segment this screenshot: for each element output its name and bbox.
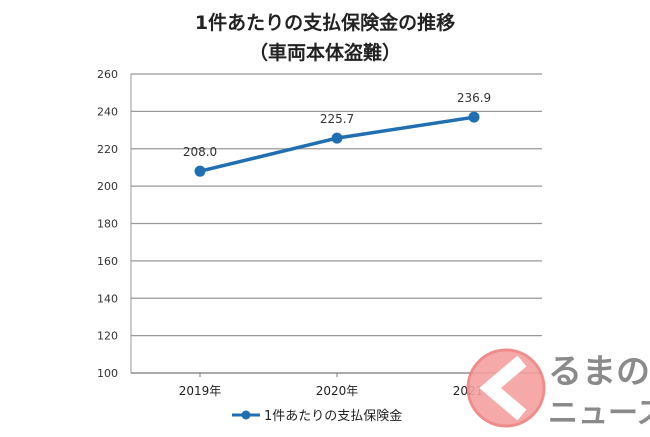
y-tick-label: 180: [97, 218, 118, 231]
data-point: [194, 165, 206, 177]
y-tick-label: 220: [97, 143, 118, 156]
y-tick-label: 140: [97, 292, 118, 305]
legend-label: 1件あたりの支払保険金: [264, 409, 403, 424]
data-point: [468, 111, 480, 123]
y-tick-label: 200: [97, 180, 118, 193]
data-label: 225.7: [320, 112, 354, 126]
x-tick-label: 2019年: [179, 384, 222, 398]
chart-title: 1件あたりの支払保険金の推移: [194, 12, 456, 34]
y-tick-label: 100: [97, 367, 118, 380]
y-tick-label: 240: [97, 105, 118, 118]
x-tick-label: 2020年: [316, 384, 359, 398]
chart-subtitle: （車両本体盗難）: [248, 42, 401, 64]
legend-swatch: [232, 410, 260, 419]
kuruma-news-logo: るまの ニュース: [462, 343, 650, 433]
y-tick-label: 260: [97, 68, 118, 81]
data-label: 236.9: [457, 91, 491, 105]
svg-text:ニュース: ニュース: [548, 396, 650, 431]
data-point: [331, 132, 343, 144]
legend: 1件あたりの支払保険金: [230, 405, 402, 424]
y-tick-label: 160: [97, 255, 118, 268]
svg-text:るまの: るまの: [548, 352, 650, 392]
data-label: 208.0: [183, 145, 217, 159]
y-tick-label: 120: [97, 330, 118, 343]
